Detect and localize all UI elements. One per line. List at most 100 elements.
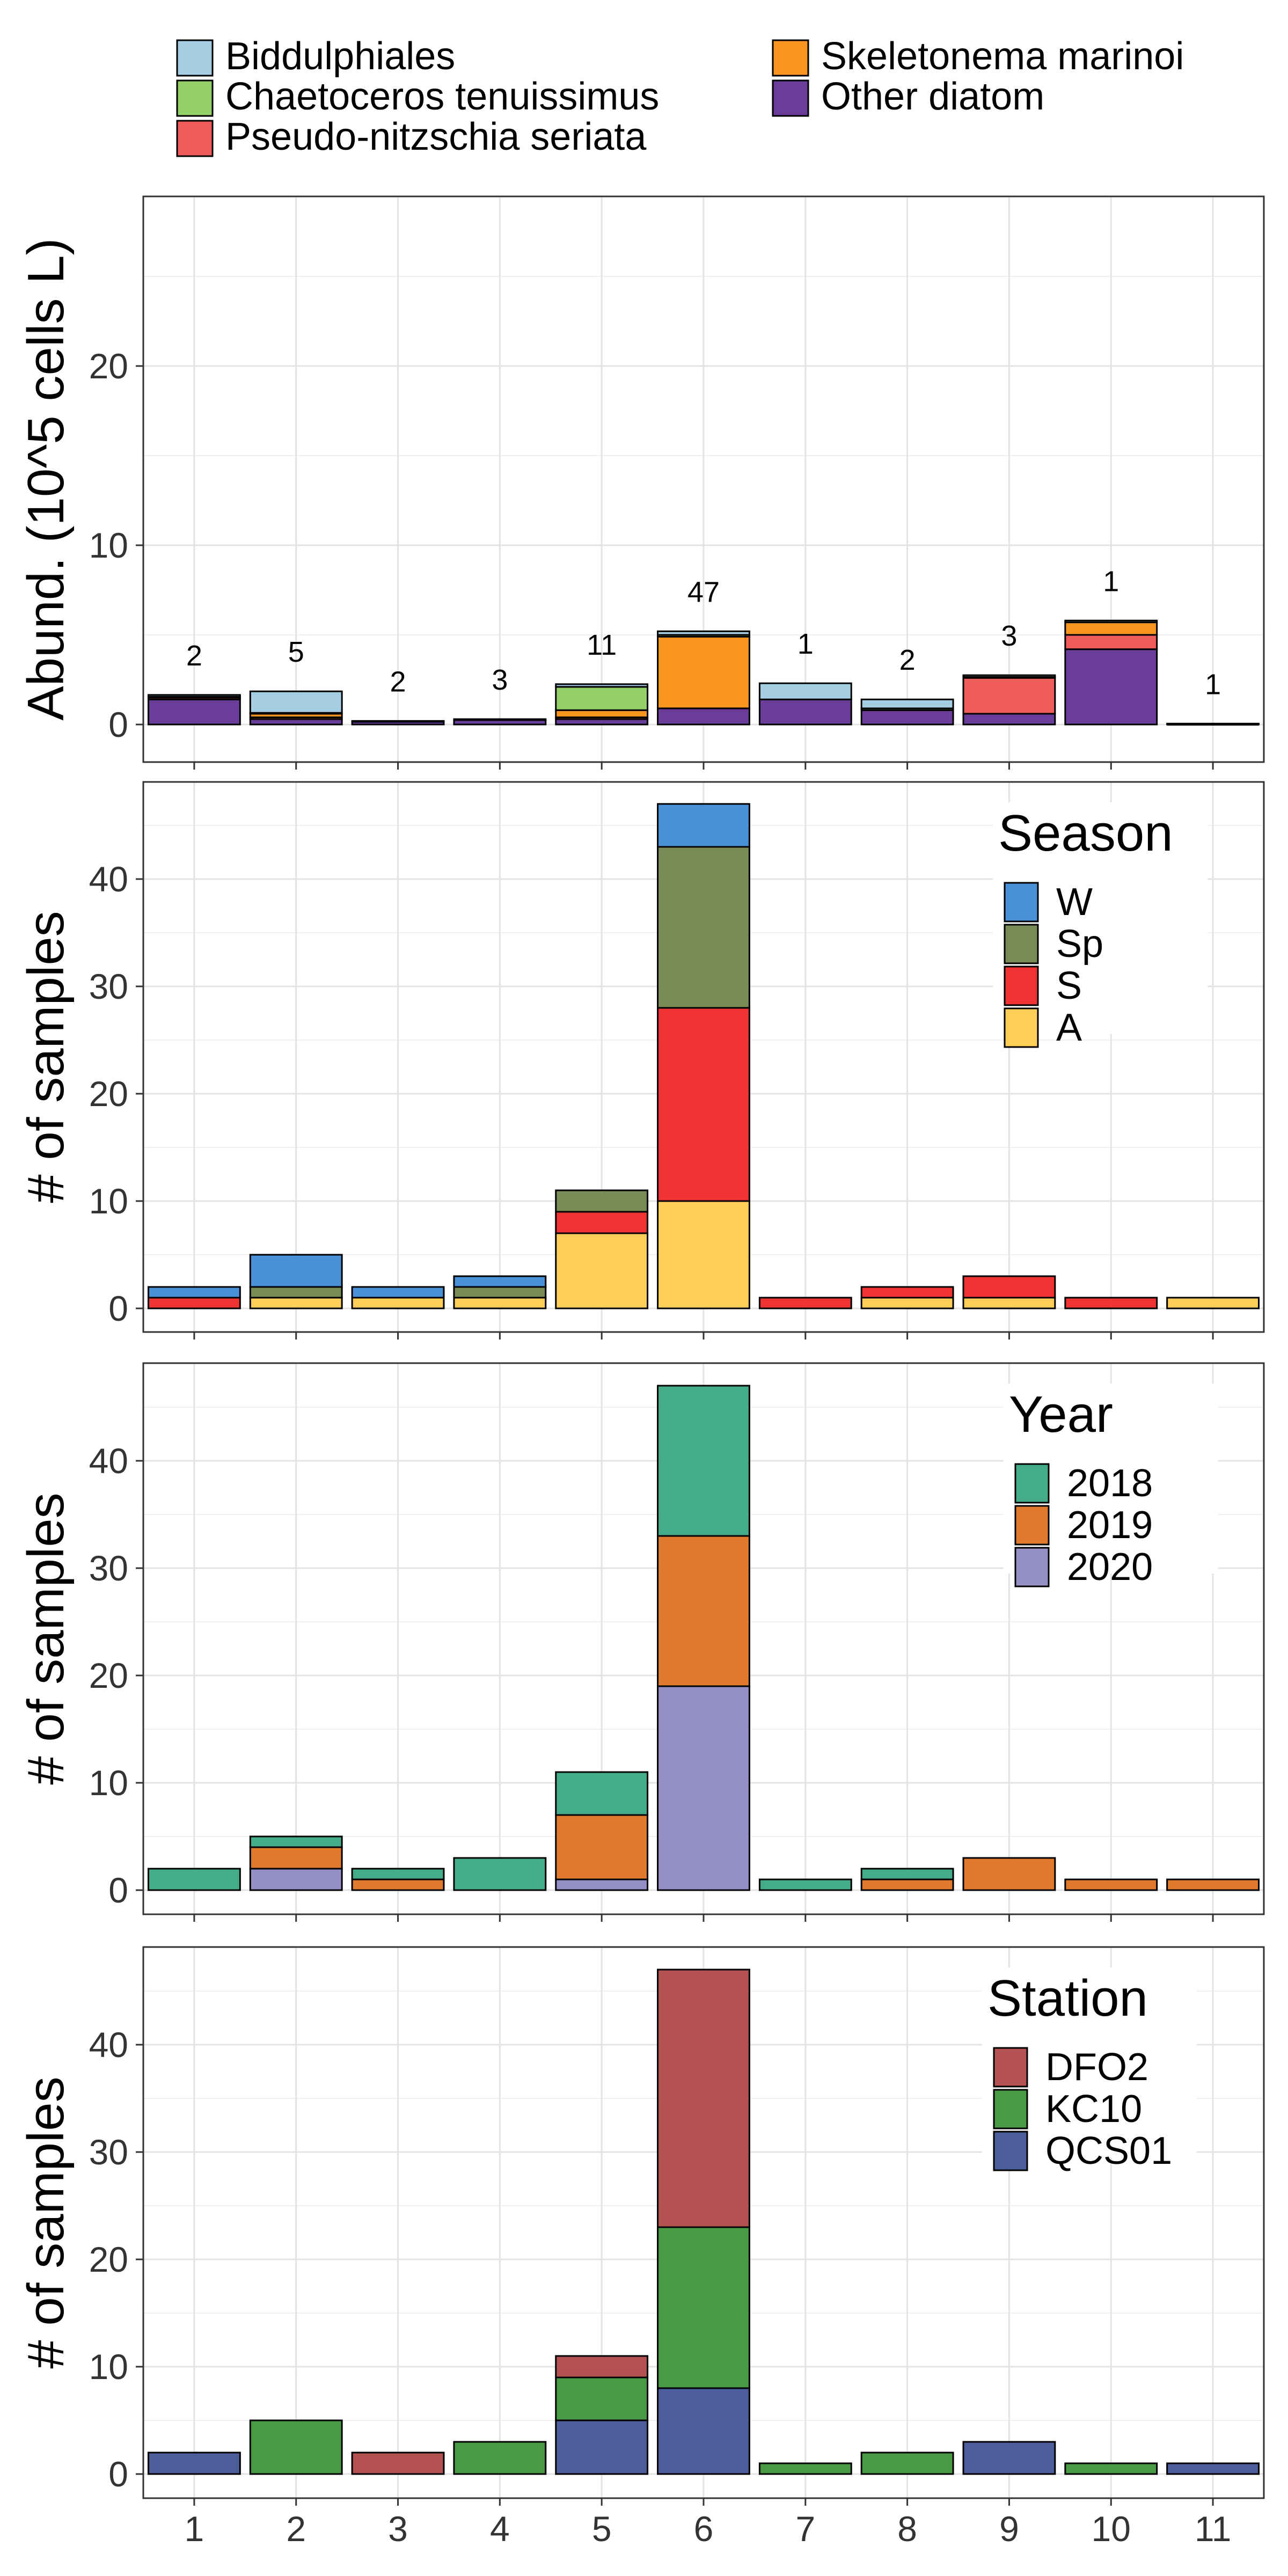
bar-segment xyxy=(1166,1297,1260,1309)
bar-segment xyxy=(147,694,241,698)
bar-segment xyxy=(249,1835,343,1848)
bar-segment xyxy=(555,709,649,719)
bar-segment xyxy=(1064,648,1158,726)
legend-label: 2020 xyxy=(1067,1546,1153,1589)
bar-segment xyxy=(657,1007,750,1202)
bar-segment xyxy=(962,677,1056,715)
bar-segment xyxy=(962,2441,1056,2475)
legend-swatch xyxy=(1004,1007,1039,1048)
legend-item: 2019 xyxy=(1014,1504,1153,1547)
y-tick-label: 20 xyxy=(89,1074,128,1114)
bar-segment xyxy=(860,698,954,709)
bar-label: 2 xyxy=(899,644,916,676)
legend-label: KC10 xyxy=(1045,2088,1142,2131)
legend-item: Sp xyxy=(1004,923,1103,965)
y-tick-label: 0 xyxy=(108,705,128,744)
bar-segment xyxy=(758,2462,852,2475)
bar-segment xyxy=(351,1286,445,1299)
legend-swatch xyxy=(993,2089,1028,2129)
bar-segment xyxy=(657,1200,750,1309)
bar-segment xyxy=(657,2226,750,2389)
bar-segment xyxy=(962,1297,1056,1309)
bar-segment xyxy=(249,1254,343,1288)
bar-label: 2 xyxy=(390,665,406,698)
x-tick-label: 6 xyxy=(694,2509,714,2549)
bar-label: 1 xyxy=(1103,565,1119,597)
x-tick-label: 4 xyxy=(490,2509,510,2549)
legend-swatch xyxy=(176,79,214,117)
legend-item: W xyxy=(1004,881,1093,924)
bar-label: 11 xyxy=(587,629,617,661)
bar-segment xyxy=(1064,634,1158,650)
bar-segment xyxy=(351,1878,445,1891)
bar-segment xyxy=(351,1868,445,1880)
legend-title: Year xyxy=(1009,1386,1113,1443)
bar-segment xyxy=(453,718,547,721)
bar-label: 3 xyxy=(492,664,508,696)
legend-item: Pseudo-nitzschia seriata xyxy=(176,115,647,158)
legend-item: A xyxy=(1004,1006,1082,1049)
bar-segment xyxy=(758,698,852,726)
bar-segment xyxy=(860,1878,954,1891)
bar-segment xyxy=(962,1275,1056,1299)
legend-swatch xyxy=(772,39,809,77)
legend-item: Skeletonema marinoi xyxy=(772,35,1184,78)
y-tick-label: 0 xyxy=(108,2454,128,2494)
bar-label: 47 xyxy=(687,576,720,608)
x-tick-label: 10 xyxy=(1092,2509,1131,2549)
y-tick-label: 10 xyxy=(89,2347,128,2387)
bar-segment xyxy=(147,1868,241,1891)
bar-label: 2 xyxy=(186,640,202,672)
bar-segment xyxy=(555,2355,649,2379)
panels: 2 5 2 3 11 47 1 2 3 11 0 10 20 Abund. (10^5 cells L) 0… xyxy=(17,195,1265,2549)
legend-swatch xyxy=(1004,882,1039,923)
legend-title: Station xyxy=(987,1970,1148,2027)
bars xyxy=(147,619,1260,726)
legend-swatch xyxy=(1014,1505,1050,1546)
y-tick-label: 30 xyxy=(89,967,128,1006)
legend-label: Other diatom xyxy=(821,75,1044,118)
y-tick-label: 20 xyxy=(89,1656,128,1695)
bar-segment xyxy=(657,803,750,848)
x-tick-label: 8 xyxy=(897,2509,917,2549)
bar-segment xyxy=(555,1771,649,1816)
bar-label: 3 xyxy=(1001,620,1017,652)
bar-segment xyxy=(555,683,649,688)
bar-segment xyxy=(962,713,1056,726)
legend-swatch xyxy=(1004,965,1039,1006)
legend-label: 2018 xyxy=(1067,1462,1153,1505)
bar-segment xyxy=(1064,2462,1158,2475)
panel-4: 0 10 20 30 40 1 2 3 4 5 6 7 8 9 10 11 # of samples Statio… xyxy=(17,1946,1265,2549)
bar-label: 5 xyxy=(288,636,304,668)
bar-segment xyxy=(453,1857,547,1891)
x-tick-label: 11 xyxy=(1195,2509,1232,2549)
bar-segment xyxy=(351,1297,445,1309)
x-tick-label: 9 xyxy=(999,2509,1019,2549)
bar-segment xyxy=(860,709,954,726)
bar-segment xyxy=(1064,621,1158,636)
bar-segment xyxy=(249,690,343,714)
legend-item: 2020 xyxy=(1014,1546,1153,1589)
y-tick-label: 30 xyxy=(89,1548,128,1588)
legend-swatch xyxy=(176,120,214,157)
bar-segment xyxy=(147,1286,241,1299)
y-axis-title: # of samples xyxy=(17,911,75,1203)
bar-segment xyxy=(555,1814,649,1880)
bar-segment xyxy=(453,1286,547,1299)
bar-segment xyxy=(657,630,750,636)
bar-segment xyxy=(758,1878,852,1891)
bar-segment xyxy=(860,1868,954,1880)
bar-segment xyxy=(758,682,852,700)
legend-label: Biddulphiales xyxy=(225,35,455,78)
bar-segment xyxy=(453,2441,547,2475)
bar-segment xyxy=(351,2451,445,2475)
legend-label: QCS01 xyxy=(1045,2129,1172,2172)
y-axis-title: Abund. (10^5 cells L) xyxy=(17,238,75,721)
legend-item: KC10 xyxy=(993,2088,1142,2131)
bar-segment xyxy=(249,1846,343,1870)
